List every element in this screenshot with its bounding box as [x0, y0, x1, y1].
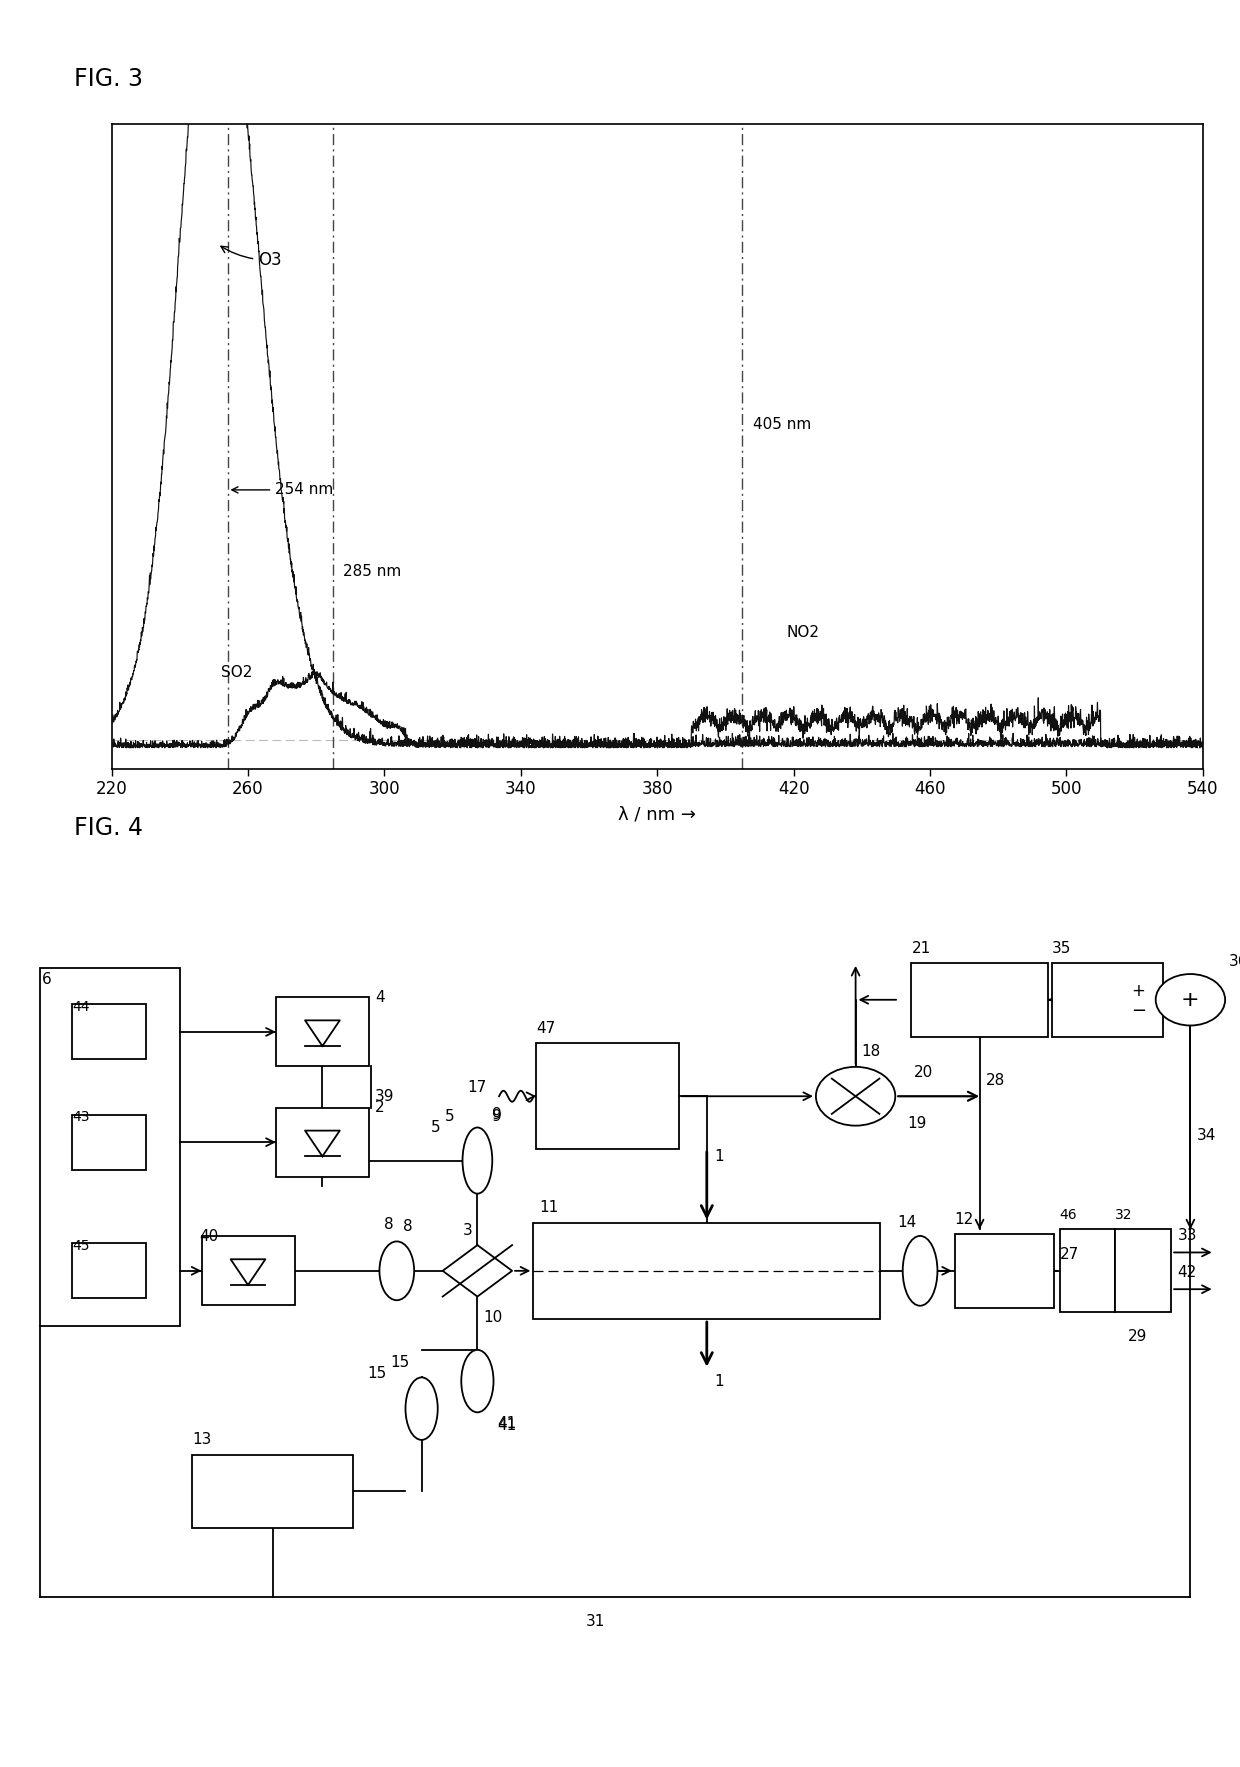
Bar — [1052, 963, 1163, 1037]
Text: SO2: SO2 — [221, 666, 252, 680]
Text: 10: 10 — [484, 1311, 503, 1325]
Ellipse shape — [461, 1350, 494, 1412]
Text: 4: 4 — [374, 990, 384, 1005]
Text: −: − — [1131, 1002, 1146, 1020]
Bar — [72, 1115, 146, 1170]
Text: 35: 35 — [1052, 940, 1071, 956]
Text: 3: 3 — [463, 1223, 472, 1237]
Text: 47: 47 — [536, 1021, 556, 1035]
Text: +: + — [1131, 982, 1146, 1000]
Bar — [275, 997, 370, 1066]
Bar — [275, 1108, 370, 1177]
Text: 40: 40 — [198, 1230, 218, 1244]
Text: 254 nm: 254 nm — [232, 482, 334, 497]
Text: 45: 45 — [72, 1239, 89, 1253]
Bar — [201, 1237, 295, 1306]
Text: 18: 18 — [862, 1044, 882, 1060]
Text: FIG. 4: FIG. 4 — [74, 816, 144, 841]
Text: 12: 12 — [955, 1212, 975, 1226]
Text: 2: 2 — [374, 1101, 384, 1115]
Text: 14: 14 — [898, 1216, 918, 1230]
Circle shape — [1156, 974, 1225, 1025]
Text: 27: 27 — [1060, 1248, 1080, 1262]
Circle shape — [816, 1067, 895, 1126]
Text: 28: 28 — [986, 1073, 1006, 1088]
Text: 405 nm: 405 nm — [753, 417, 811, 431]
Text: 15: 15 — [367, 1366, 387, 1382]
Text: 17: 17 — [467, 1080, 486, 1094]
Text: 43: 43 — [72, 1110, 89, 1124]
Bar — [40, 968, 180, 1325]
Ellipse shape — [379, 1242, 414, 1301]
Ellipse shape — [405, 1378, 438, 1440]
Text: 20: 20 — [914, 1066, 934, 1080]
Bar — [1115, 1230, 1171, 1313]
Text: O3: O3 — [221, 246, 281, 269]
Text: 39: 39 — [374, 1088, 394, 1104]
Text: 9: 9 — [492, 1106, 502, 1122]
X-axis label: λ / nm →: λ / nm → — [619, 806, 696, 823]
Text: 8: 8 — [384, 1217, 394, 1232]
Bar — [955, 1233, 1054, 1308]
Bar — [72, 1004, 146, 1060]
Polygon shape — [443, 1246, 512, 1297]
Text: FIG. 3: FIG. 3 — [74, 67, 144, 92]
Text: 5: 5 — [430, 1120, 440, 1134]
Text: 13: 13 — [192, 1433, 212, 1447]
Text: 44: 44 — [72, 1000, 89, 1014]
Text: 46: 46 — [1059, 1209, 1078, 1223]
Text: 6: 6 — [42, 972, 52, 988]
Bar — [533, 1223, 880, 1318]
Text: 32: 32 — [1115, 1209, 1133, 1223]
Text: 285 nm: 285 nm — [343, 564, 402, 580]
Text: 8: 8 — [403, 1219, 413, 1233]
Text: 9: 9 — [492, 1110, 502, 1124]
Text: 11: 11 — [539, 1200, 559, 1216]
Text: 29: 29 — [1127, 1329, 1147, 1343]
Text: NO2: NO2 — [787, 624, 820, 640]
Text: 36: 36 — [1229, 954, 1240, 970]
Text: 41: 41 — [497, 1417, 517, 1433]
Text: 41: 41 — [497, 1415, 517, 1431]
Bar — [192, 1454, 353, 1528]
Text: 1: 1 — [714, 1149, 724, 1164]
Text: 21: 21 — [911, 940, 931, 956]
Text: 34: 34 — [1197, 1127, 1216, 1143]
Text: 1: 1 — [714, 1375, 724, 1389]
Text: 5: 5 — [445, 1110, 455, 1124]
Bar — [536, 1043, 680, 1149]
Bar — [1059, 1230, 1115, 1313]
Text: +: + — [1180, 990, 1200, 1009]
Bar — [911, 963, 1048, 1037]
Text: 42: 42 — [1177, 1265, 1197, 1279]
Text: 33: 33 — [1177, 1228, 1197, 1244]
Bar — [72, 1244, 146, 1299]
Text: 19: 19 — [908, 1117, 928, 1131]
Text: 15: 15 — [391, 1355, 410, 1369]
Text: 31: 31 — [585, 1613, 605, 1629]
Ellipse shape — [463, 1127, 492, 1194]
Ellipse shape — [903, 1235, 937, 1306]
